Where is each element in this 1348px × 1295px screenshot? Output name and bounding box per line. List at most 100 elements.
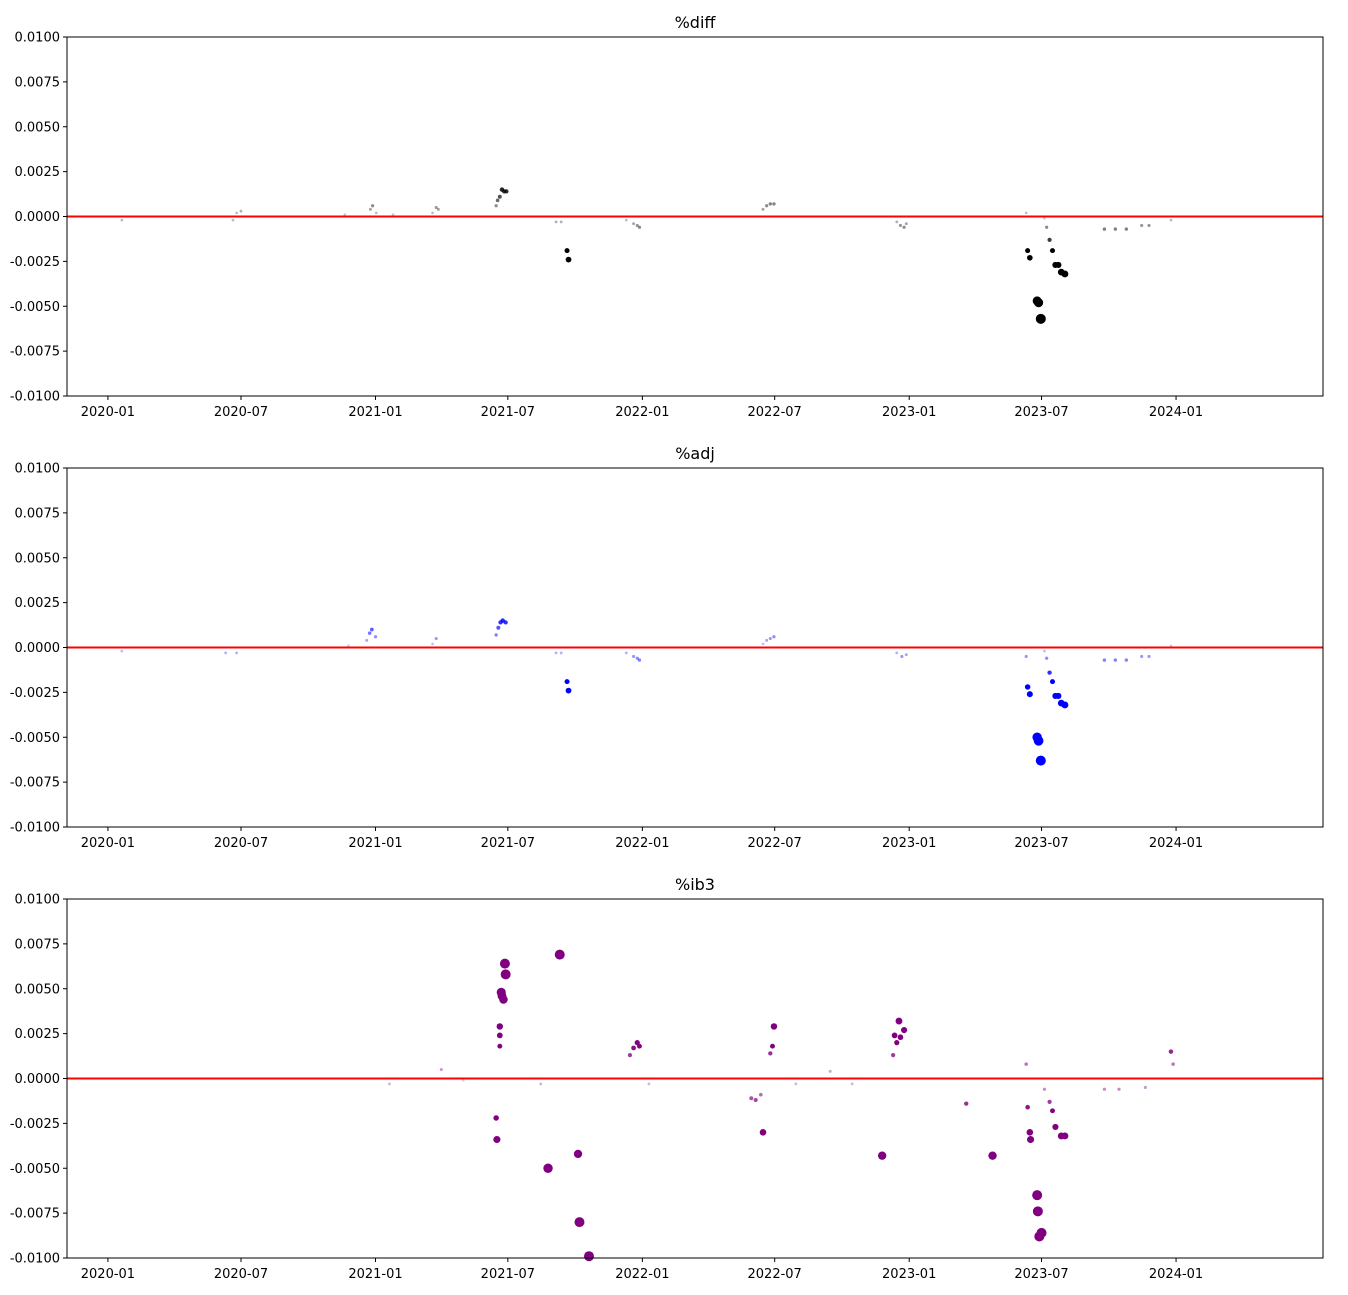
- data-point: [1024, 211, 1028, 215]
- data-point: [554, 220, 558, 224]
- chart-title: %diff: [675, 13, 717, 32]
- data-point: [1045, 656, 1049, 660]
- data-point: [1147, 223, 1151, 228]
- x-tick-label: 2024-01: [1149, 1267, 1203, 1282]
- x-tick-label: 2024-01: [1149, 405, 1203, 420]
- y-tick-label: -0.0100: [10, 390, 60, 405]
- data-point: [1124, 658, 1129, 662]
- data-point: [828, 1069, 832, 1073]
- data-point: [496, 1023, 504, 1030]
- data-point: [369, 627, 374, 632]
- data-point: [1047, 670, 1052, 675]
- data-point: [1024, 684, 1031, 690]
- data-point: [503, 620, 508, 625]
- x-tick-label: 2020-07: [214, 836, 268, 851]
- data-point: [539, 1082, 543, 1086]
- x-tick-label: 2024-01: [1149, 836, 1203, 851]
- x-tick-label: 2021-07: [481, 1267, 535, 1282]
- data-point: [1169, 644, 1173, 647]
- x-tick-label: 2023-01: [882, 1267, 936, 1282]
- data-point: [1026, 691, 1033, 698]
- x-tick-label: 2020-01: [81, 405, 135, 420]
- data-point: [1169, 218, 1173, 222]
- data-point: [1143, 1085, 1147, 1090]
- data-point: [499, 958, 510, 969]
- y-tick-label: -0.0050: [10, 1162, 60, 1177]
- data-point: [891, 1053, 896, 1058]
- data-point: [543, 1163, 553, 1173]
- data-point: [497, 1043, 503, 1049]
- data-point: [877, 1151, 887, 1160]
- data-point: [624, 651, 628, 655]
- data-point: [120, 218, 124, 222]
- data-point: [120, 649, 124, 653]
- data-point: [1102, 1087, 1107, 1091]
- data-point: [1024, 654, 1028, 659]
- data-point: [632, 222, 636, 226]
- y-tick-label: 0.0050: [15, 551, 61, 566]
- data-point: [1102, 227, 1107, 231]
- data-point: [495, 198, 500, 203]
- x-tick-label: 2022-07: [748, 836, 802, 851]
- y-tick-label: 0.0025: [15, 1027, 61, 1042]
- data-point: [624, 218, 628, 222]
- data-point: [1055, 692, 1062, 700]
- data-point: [347, 644, 350, 647]
- data-point: [564, 679, 570, 685]
- data-point: [368, 207, 372, 211]
- x-tick-label: 2023-01: [882, 836, 936, 851]
- x-tick-label: 2023-07: [1014, 1267, 1068, 1282]
- data-point: [343, 213, 347, 216]
- data-point: [1045, 225, 1049, 229]
- y-tick-label: 0.0100: [15, 462, 61, 477]
- data-point: [564, 248, 570, 254]
- data-point: [765, 638, 769, 642]
- data-point: [1147, 654, 1151, 659]
- x-tick-label: 2021-07: [481, 836, 535, 851]
- data-point: [635, 656, 639, 660]
- data-point: [1027, 254, 1033, 261]
- y-tick-label: 0.0025: [15, 596, 61, 611]
- data-point: [1035, 313, 1046, 324]
- x-tick-label: 2023-07: [1014, 836, 1068, 851]
- data-point: [765, 204, 769, 208]
- y-tick-label: -0.0075: [10, 1207, 60, 1222]
- data-point: [367, 631, 372, 635]
- plot-frame: [66, 898, 1324, 1259]
- data-point: [850, 1082, 854, 1086]
- data-point: [897, 1034, 904, 1041]
- y-tick-label: 0.0050: [15, 982, 61, 997]
- data-point: [494, 633, 498, 637]
- data-point: [565, 687, 572, 694]
- data-point: [902, 225, 906, 229]
- data-point: [794, 1082, 798, 1086]
- y-tick-label: -0.0025: [10, 1117, 60, 1132]
- data-point: [1032, 1190, 1043, 1201]
- data-point: [637, 658, 642, 662]
- data-point: [554, 651, 558, 655]
- data-point: [559, 220, 563, 224]
- y-tick-label: -0.0025: [10, 255, 60, 270]
- y-tick-label: 0.0075: [15, 506, 61, 521]
- x-tick-label: 2021-01: [348, 1267, 402, 1282]
- data-point: [373, 635, 378, 639]
- data-point: [753, 1098, 758, 1103]
- data-point: [493, 1135, 501, 1144]
- x-tick-label: 2022-07: [748, 1267, 802, 1282]
- data-point: [1024, 1062, 1028, 1066]
- data-point: [768, 636, 772, 641]
- data-point: [497, 194, 502, 199]
- data-point: [964, 1101, 969, 1106]
- x-tick-label: 2022-01: [615, 405, 669, 420]
- data-point: [235, 651, 239, 655]
- data-point: [1124, 227, 1129, 231]
- x-tick-label: 2021-01: [348, 405, 402, 420]
- y-tick-label: -0.0100: [10, 1252, 60, 1267]
- data-point: [500, 969, 511, 980]
- data-point: [637, 225, 642, 229]
- data-point: [631, 1045, 636, 1051]
- data-point: [1049, 248, 1056, 254]
- data-point: [583, 1251, 594, 1262]
- data-point: [496, 1032, 503, 1039]
- data-point: [374, 211, 378, 215]
